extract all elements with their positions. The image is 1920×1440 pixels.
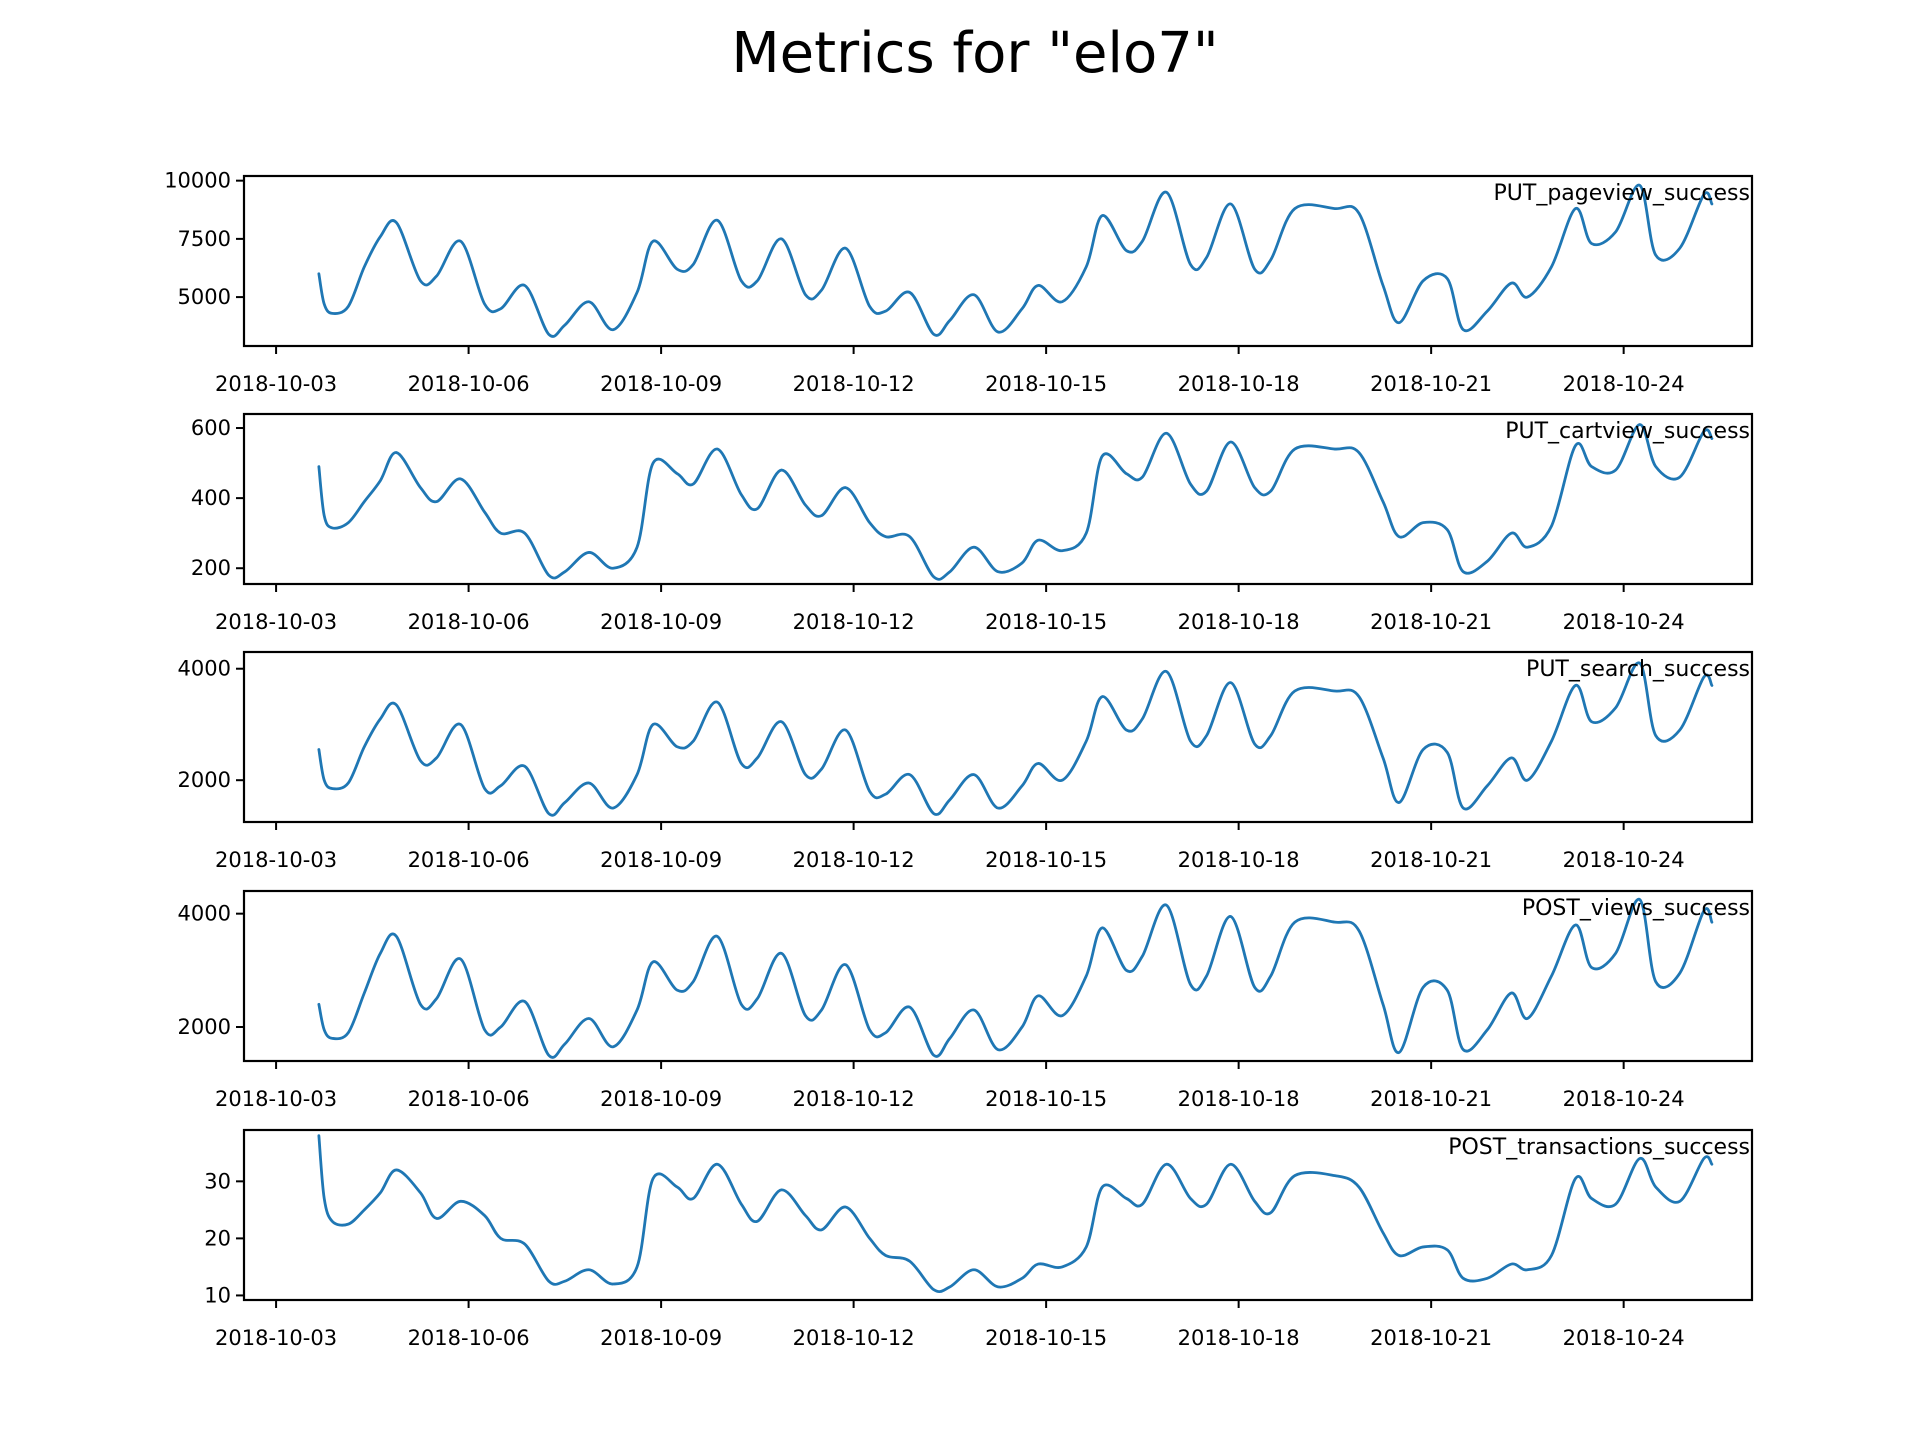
x-tick-label: 2018-10-24 — [1563, 1087, 1685, 1111]
x-tick-label: 2018-10-15 — [985, 1326, 1107, 1350]
axes-frame — [242, 1128, 1754, 1302]
panel-label: PUT_search_success — [1526, 657, 1750, 682]
x-tick-label: 2018-10-15 — [985, 610, 1107, 634]
x-tick-label: 2018-10-12 — [793, 1087, 915, 1111]
y-tick-label: 4000 — [178, 657, 231, 681]
y-tick-label: 2000 — [178, 768, 231, 792]
x-tick-label: 2018-10-03 — [215, 1326, 337, 1350]
x-tick-label: 2018-10-09 — [600, 1326, 722, 1350]
x-tick-label: 2018-10-06 — [408, 1087, 530, 1111]
x-tick-label: 2018-10-12 — [793, 848, 915, 872]
panel-label: POST_views_success — [1522, 896, 1750, 921]
x-tick-label: 2018-10-06 — [408, 848, 530, 872]
y-tick-label: 4000 — [178, 902, 231, 926]
y-tick-label: 2000 — [178, 1015, 231, 1039]
y-tick-label: 20 — [204, 1226, 231, 1250]
y-tick-label: 600 — [191, 416, 231, 440]
series-line-POST_transactions_success — [317, 1134, 1714, 1293]
series-line-PUT_cartview_success — [317, 423, 1714, 581]
y-tick-label: 200 — [191, 556, 231, 580]
y-tick-label: 7500 — [178, 227, 231, 251]
x-tick-label: 2018-10-18 — [1178, 848, 1300, 872]
x-tick-label: 2018-10-21 — [1370, 1326, 1492, 1350]
subplot-PUT_cartview_success: 200 400 600 2018-10-03 2018-10-06 2018-10-09 2… — [191, 412, 1754, 634]
x-tick-label: 2018-10-21 — [1370, 372, 1492, 396]
panel-label: POST_transactions_success — [1448, 1135, 1750, 1160]
x-tick-label: 2018-10-03 — [215, 848, 337, 872]
x-tick-label: 2018-10-21 — [1370, 848, 1492, 872]
x-tick-label: 2018-10-24 — [1563, 1326, 1685, 1350]
x-tick-label: 2018-10-15 — [985, 848, 1107, 872]
y-tick-label: 30 — [204, 1169, 231, 1193]
y-tick-label: 10 — [204, 1283, 231, 1307]
series-line-POST_views_success — [317, 898, 1714, 1059]
x-tick-label: 2018-10-06 — [408, 610, 530, 634]
subplot-POST_transactions_success: 10 20 30 2018-10-03 2018-10-06 2018-10-09 2018… — [204, 1128, 1754, 1350]
x-tick-label: 2018-10-06 — [408, 372, 530, 396]
y-tick-label: 10000 — [164, 169, 231, 193]
x-tick-label: 2018-10-18 — [1178, 610, 1300, 634]
x-tick-label: 2018-10-03 — [215, 1087, 337, 1111]
y-tick-label: 400 — [191, 486, 231, 510]
axes-frame — [242, 889, 1754, 1063]
series-line-PUT_search_success — [317, 661, 1714, 817]
y-tick-label: 5000 — [178, 285, 231, 309]
axes-frame — [242, 650, 1754, 824]
x-tick-label: 2018-10-09 — [600, 848, 722, 872]
subplot-panels: 5000 7500 10000 2018-10-03 2018-10-06 2018-10… — [164, 169, 1754, 1350]
x-tick-label: 2018-10-12 — [793, 372, 915, 396]
x-tick-label: 2018-10-15 — [985, 372, 1107, 396]
x-tick-label: 2018-10-03 — [215, 610, 337, 634]
x-tick-label: 2018-10-09 — [600, 610, 722, 634]
x-tick-label: 2018-10-06 — [408, 1326, 530, 1350]
x-tick-label: 2018-10-09 — [600, 372, 722, 396]
subplot-POST_views_success: 2000 4000 2018-10-03 2018-10-06 2018-10-09 20… — [178, 889, 1754, 1111]
x-tick-label: 2018-10-12 — [793, 1326, 915, 1350]
x-tick-label: 2018-10-21 — [1370, 610, 1492, 634]
x-tick-label: 2018-10-24 — [1563, 372, 1685, 396]
x-tick-label: 2018-10-12 — [793, 610, 915, 634]
panel-label: PUT_pageview_success — [1494, 181, 1750, 206]
x-tick-label: 2018-10-18 — [1178, 1087, 1300, 1111]
x-tick-label: 2018-10-24 — [1563, 610, 1685, 634]
series-line-PUT_pageview_success — [317, 183, 1714, 338]
x-tick-label: 2018-10-15 — [985, 1087, 1107, 1111]
x-tick-label: 2018-10-03 — [215, 372, 337, 396]
x-tick-label: 2018-10-18 — [1178, 372, 1300, 396]
subplot-PUT_search_success: 2000 4000 2018-10-03 2018-10-06 2018-10-09 20… — [178, 650, 1754, 872]
panel-label: PUT_cartview_success — [1505, 419, 1750, 444]
x-tick-label: 2018-10-24 — [1563, 848, 1685, 872]
x-tick-label: 2018-10-09 — [600, 1087, 722, 1111]
x-tick-label: 2018-10-21 — [1370, 1087, 1492, 1111]
subplot-PUT_pageview_success: 5000 7500 10000 2018-10-03 2018-10-06 2018-10… — [164, 169, 1754, 396]
x-tick-label: 2018-10-18 — [1178, 1326, 1300, 1350]
axes-frame — [242, 174, 1754, 348]
figure-title: Metrics for "elo7" — [731, 21, 1218, 86]
